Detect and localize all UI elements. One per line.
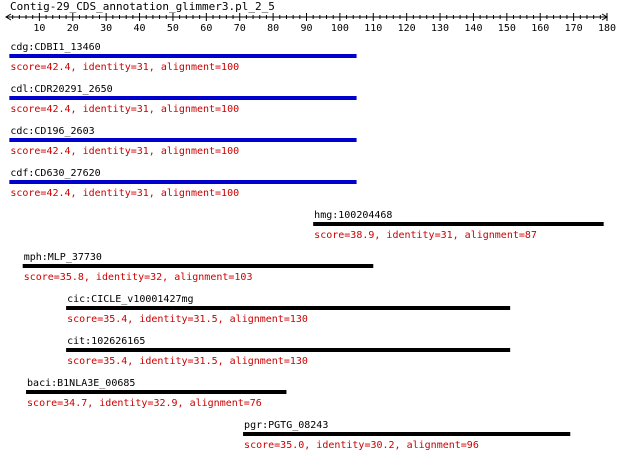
hit-bar [243, 432, 571, 436]
hit-bar [9, 138, 357, 142]
axis-tick-label: 100 [331, 23, 349, 34]
axis-tick-label: 170 [565, 23, 583, 34]
axis-tick-label: 30 [100, 23, 112, 34]
scale-axis: 10 20 30 40 50 60 70 80 90 100 110 120 130 140 150 160 1… [5, 13, 616, 34]
hit-stats: score=38.9, identity=31, alignment=87 [314, 230, 537, 241]
axis-tick-label: 180 [598, 23, 616, 34]
axis-tick-label: 110 [364, 23, 382, 34]
axis-tick-label: 10 [33, 23, 45, 34]
axis-tick-label: 50 [167, 23, 179, 34]
hit-stats: score=42.4, identity=31, alignment=100 [10, 62, 239, 73]
hit-stats: score=35.4, identity=31.5, alignment=130 [67, 356, 308, 367]
hit-row: hmg:100204468 score=38.9, identity=31, al… [313, 210, 604, 241]
hit-stats: score=35.0, identity=30.2, alignment=96 [244, 440, 479, 451]
hit-row: cic:CICLE_v10001427mg score=35.4, identit… [66, 294, 511, 325]
hit-label: cdc:CD196_2603 [10, 126, 94, 137]
hit-bar [66, 348, 511, 352]
hit-label: cdf:CD630_27620 [10, 168, 100, 179]
hit-row: cdl:CDR20291_2650 score=42.4, identity=31… [9, 84, 357, 115]
hit-stats: score=42.4, identity=31, alignment=100 [10, 146, 239, 157]
hit-stats: score=35.4, identity=31.5, alignment=130 [67, 314, 308, 325]
hit-row: mph:MLP_37730 score=35.8, identity=32, al… [22, 252, 374, 283]
hit-bar [9, 54, 357, 58]
axis-tick-label: 60 [200, 23, 212, 34]
hit-stats: score=42.4, identity=31, alignment=100 [10, 188, 239, 199]
axis-tick-label: 80 [267, 23, 279, 34]
hit-bar [9, 96, 357, 100]
hit-label: cdl:CDR20291_2650 [10, 84, 112, 95]
hit-bar [22, 264, 374, 268]
hit-label: cdg:CDBI1_13460 [10, 42, 100, 53]
axis-tick-label: 140 [464, 23, 482, 34]
axis-tick-label: 20 [67, 23, 79, 34]
hit-row: pgr:PGTG_08243 score=35.0, identity=30.2,… [243, 420, 571, 451]
axis-tick-label: 90 [300, 23, 312, 34]
hit-row: cdf:CD630_27620 score=42.4, identity=31, … [9, 168, 357, 199]
hit-label: pgr:PGTG_08243 [244, 420, 328, 431]
hit-label: hmg:100204468 [314, 210, 392, 221]
axis-tick-label: 120 [398, 23, 416, 34]
hit-stats: score=34.7, identity=32.9, alignment=76 [27, 398, 262, 409]
diagram-title: Contig-29_CDS_annotation_glimmer3.pl_2_5 [10, 0, 275, 13]
axis-tick-label: 70 [234, 23, 246, 34]
axis-tick-label: 150 [498, 23, 516, 34]
hit-row: cdc:CD196_2603 score=42.4, identity=31, a… [9, 126, 357, 157]
axis-tick-label: 130 [431, 23, 449, 34]
axis-tick-label: 40 [134, 23, 146, 34]
hit-bar [66, 306, 511, 310]
hit-bar [313, 222, 604, 226]
hit-stats: score=42.4, identity=31, alignment=100 [10, 104, 239, 115]
hit-bar [26, 390, 287, 394]
hit-stats: score=35.8, identity=32, alignment=103 [24, 272, 253, 283]
hit-row: cit:102626165 score=35.4, identity=31.5, … [66, 336, 511, 367]
hit-label: mph:MLP_37730 [24, 252, 102, 263]
hit-bar [9, 180, 357, 184]
hit-row: baci:B1NLA3E_00685 score=34.7, identity=3… [26, 378, 287, 409]
axis-tick-label: 160 [531, 23, 549, 34]
hit-row: cdg:CDBI1_13460 score=42.4, identity=31, … [9, 42, 357, 73]
hit-label: baci:B1NLA3E_00685 [27, 378, 135, 389]
axis-arrow-left [5, 13, 12, 21]
hit-label: cit:102626165 [67, 336, 145, 347]
hit-label: cic:CICLE_v10001427mg [67, 294, 193, 305]
hit-list: cdg:CDBI1_13460 score=42.4, identity=31, … [9, 42, 604, 451]
